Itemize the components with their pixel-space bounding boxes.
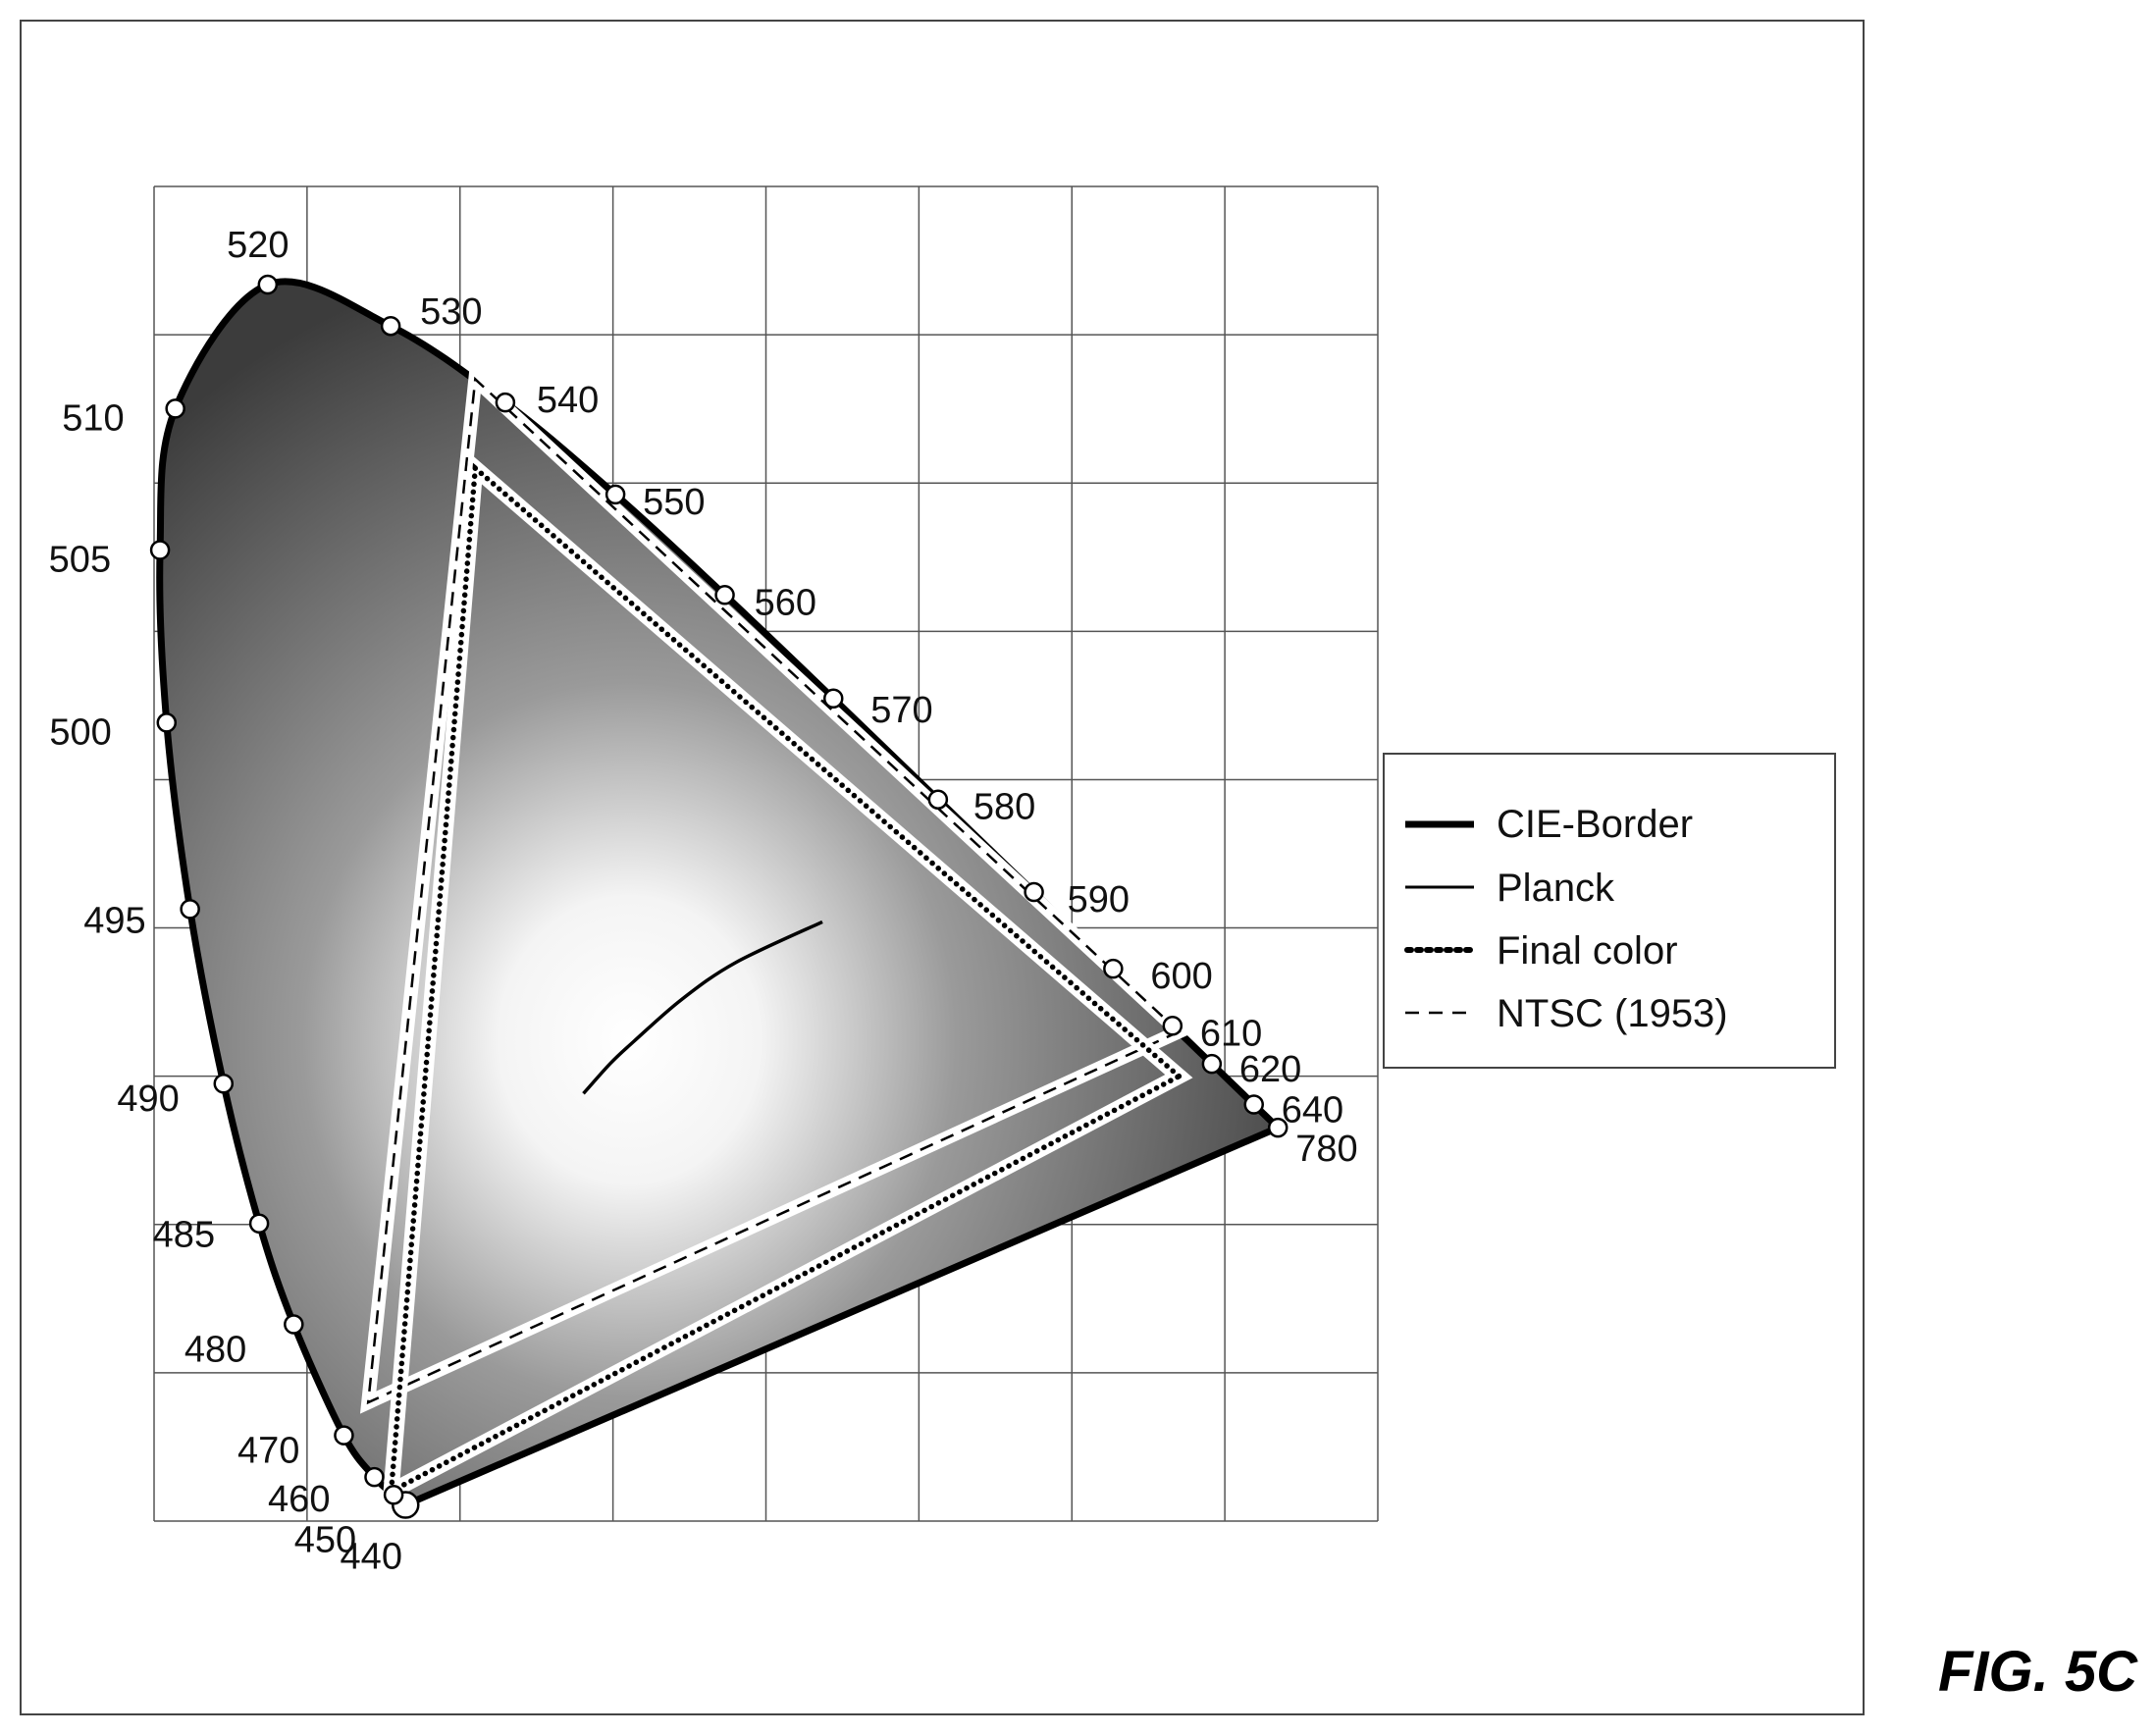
- wavelength-label-450: 450: [294, 1519, 356, 1560]
- wavelength-marker-450: [383, 1485, 404, 1505]
- wavelength-marker-610: [1162, 1016, 1183, 1036]
- legend-label-ntsc: NTSC (1953): [1497, 992, 1728, 1035]
- wavelength-label-640: 640: [1282, 1090, 1343, 1131]
- wavelength-marker-620: [1201, 1053, 1223, 1075]
- wavelength-marker-540: [495, 392, 516, 413]
- wavelength-label-460: 460: [268, 1479, 330, 1520]
- wavelength-label-580: 580: [973, 787, 1035, 828]
- wavelength-marker-550: [605, 484, 626, 505]
- wavelength-label-480: 480: [184, 1329, 246, 1370]
- wavelength-label-780: 780: [1295, 1129, 1357, 1170]
- final-color-triangle-line: [388, 462, 1184, 1497]
- wavelength-marker-460: [364, 1466, 385, 1488]
- wavelength-label-600: 600: [1150, 956, 1212, 997]
- figure-frame: [20, 20, 1865, 1715]
- final-color-triangle: [382, 451, 1193, 1505]
- wavelength-label-530: 530: [420, 291, 482, 333]
- wavelength-label-570: 570: [870, 690, 932, 731]
- wavelength-label-590: 590: [1068, 879, 1130, 921]
- wavelength-marker-510: [165, 398, 185, 419]
- legend-label-cie-border: CIE-Border: [1497, 803, 1693, 846]
- wavelength-label-620: 620: [1239, 1049, 1301, 1090]
- wavelength-marker-495: [180, 899, 200, 920]
- wavelength-marker-780: [1267, 1117, 1288, 1138]
- wavelength-marker-640: [1243, 1094, 1264, 1115]
- gamut-fill: [159, 281, 1279, 1505]
- wavelength-marker-590: [1024, 881, 1044, 903]
- legend-label-planck: Planck: [1497, 867, 1615, 910]
- wavelength-marker-530: [380, 315, 401, 337]
- wavelength-markers: [149, 274, 1288, 1519]
- figure-label: FIG. 5C: [1938, 1640, 2138, 1704]
- wavelength-label-610: 610: [1200, 1013, 1262, 1054]
- wavelength-label-540: 540: [537, 380, 599, 421]
- wavelength-label-440: 440: [341, 1537, 402, 1578]
- legend-box: [1383, 753, 1836, 1069]
- wavelength-marker-485: [248, 1213, 270, 1234]
- wavelength-label-470: 470: [237, 1431, 299, 1472]
- wavelength-marker-560: [714, 585, 735, 605]
- wavelength-label-505: 505: [49, 540, 111, 581]
- wavelength-marker-470: [334, 1425, 354, 1446]
- wavelength-marker-520: [257, 274, 279, 295]
- legend-label-final-color: Final color: [1497, 929, 1678, 973]
- wavelength-marker-505: [149, 540, 171, 560]
- wavelength-label-485: 485: [153, 1215, 215, 1256]
- wavelength-marker-490: [213, 1073, 235, 1094]
- wavelength-marker-600: [1103, 958, 1124, 979]
- wavelength-label-500: 500: [49, 711, 111, 753]
- wavelength-marker-480: [284, 1314, 304, 1335]
- wavelength-label-490: 490: [117, 1078, 179, 1120]
- wavelength-marker-500: [156, 712, 178, 733]
- wavelength-marker-570: [822, 688, 844, 710]
- legend: CIE-Border Planck Final color NTSC (1953…: [1383, 753, 1836, 1069]
- wavelength-label-495: 495: [83, 900, 145, 941]
- wavelength-label-560: 560: [755, 582, 816, 623]
- wavelength-label-550: 550: [643, 482, 705, 523]
- wavelength-label-520: 520: [227, 225, 289, 266]
- wavelength-label-510: 510: [62, 397, 124, 439]
- wavelength-marker-580: [927, 789, 949, 810]
- planck-curve: [582, 920, 823, 1095]
